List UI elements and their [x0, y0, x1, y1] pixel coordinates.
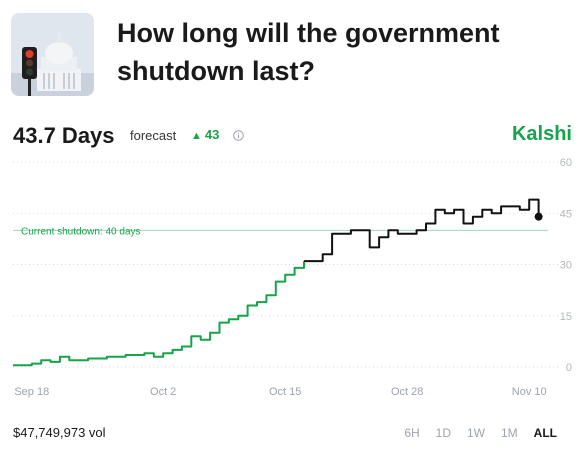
market-title: How long will the government shutdown la… — [117, 18, 500, 86]
y-tick-label: 45 — [560, 208, 572, 220]
info-icon[interactable] — [233, 128, 244, 141]
range-1d-button[interactable]: 1D — [428, 424, 459, 442]
x-tick-label: Oct 28 — [391, 386, 423, 398]
x-tick-label: Sep 18 — [14, 386, 49, 398]
up-arrow-icon: ▲ — [191, 130, 202, 142]
time-range-selector: 6H 1D 1W 1M ALL — [396, 424, 565, 442]
x-tick-label: Oct 2 — [150, 386, 176, 398]
range-all-button[interactable]: ALL — [526, 424, 565, 442]
forecast-chart: 0 15 30 45 60 Sep 18 Oct 2 Oct 15 Oct 28 Nov 10 Cu… — [13, 157, 572, 398]
y-tick-label: 0 — [566, 362, 572, 374]
y-tick-label: 15 — [560, 311, 572, 323]
forecast-change: ▲ 43 — [191, 127, 219, 142]
series-line-recent — [304, 198, 540, 263]
current-shutdown-label: Current shutdown: 40 days — [21, 226, 141, 237]
volume-label: $47,749,973 vol — [13, 425, 106, 440]
range-1w-button[interactable]: 1W — [459, 424, 493, 442]
y-tick-label: 30 — [560, 260, 572, 272]
x-tick-label: Oct 15 — [269, 386, 301, 398]
x-tick-label: Nov 10 — [512, 386, 547, 398]
forecast-change-value: 43 — [204, 127, 220, 142]
y-tick-label: 60 — [560, 157, 572, 169]
range-1m-button[interactable]: 1M — [493, 424, 526, 442]
forecast-value: 43.7 Days — [13, 123, 115, 148]
current-point — [534, 212, 543, 221]
series-line-past — [13, 261, 305, 367]
market-thumbnail — [11, 13, 94, 96]
brand-logo: Kalshi — [511, 123, 572, 145]
forecast-label: forecast — [130, 128, 177, 143]
range-6h-button[interactable]: 6H — [396, 424, 427, 442]
